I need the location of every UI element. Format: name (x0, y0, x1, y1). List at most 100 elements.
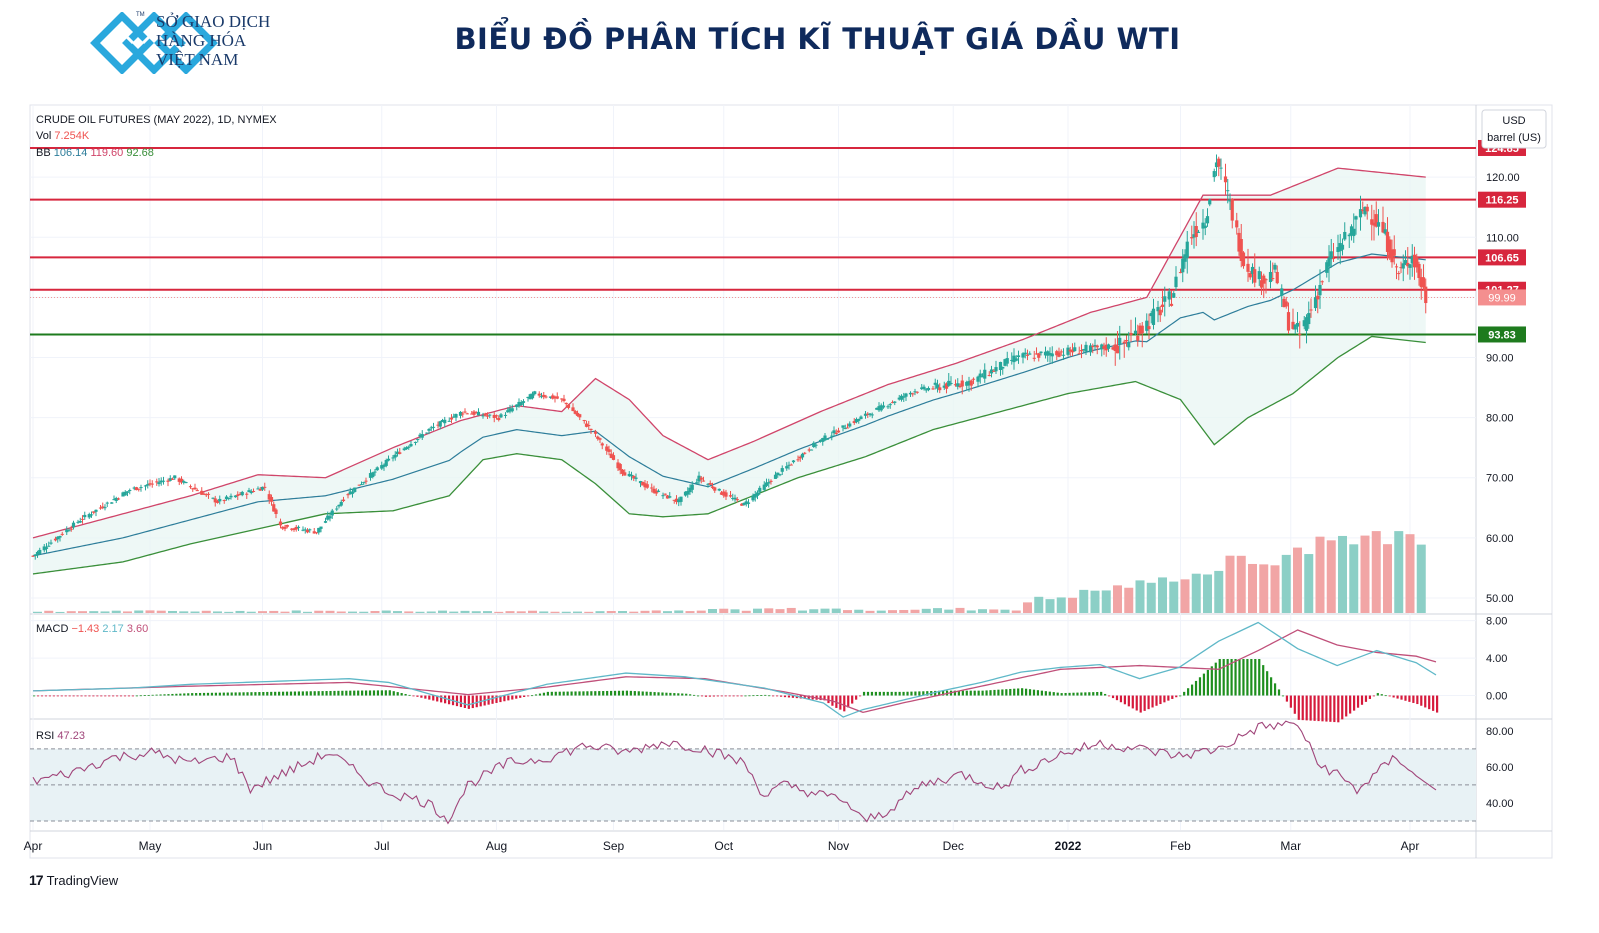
candle-body (548, 396, 553, 398)
volume-bar (1101, 590, 1111, 613)
candle-body (416, 438, 420, 440)
candle-body (308, 529, 312, 531)
macd-histogram-bar (803, 695, 806, 699)
candle-body (359, 484, 364, 486)
candle-body (751, 495, 755, 501)
macd-histogram-bar (1293, 695, 1296, 714)
macd-histogram-bar (289, 691, 293, 696)
candle-body (859, 416, 863, 420)
candle-body (931, 388, 935, 390)
volume-bar (179, 611, 189, 613)
candle-body (1417, 263, 1421, 279)
volume-bar (145, 610, 155, 613)
macd-histogram-bar (301, 691, 304, 696)
time-tick-label: May (139, 839, 162, 853)
candle-body (33, 554, 37, 556)
candle-body (998, 361, 1003, 371)
volume-bar (685, 611, 695, 613)
candle-body (146, 484, 150, 486)
candle-body (834, 432, 838, 434)
macd-histogram-bar (965, 690, 968, 696)
candle-body (1253, 269, 1257, 283)
macd-histogram-bar (222, 692, 225, 696)
candle-body (483, 413, 487, 416)
candle-body (596, 436, 600, 439)
macd-histogram-bar (329, 690, 332, 696)
macd-histogram-bar (934, 690, 937, 696)
macd-histogram-bar (258, 692, 261, 696)
candle-body (1084, 344, 1088, 352)
candle-body (821, 438, 825, 442)
bollinger-lower-line (32, 335, 1426, 575)
macd-histogram-bar (210, 692, 214, 696)
macd-histogram-bar (333, 690, 336, 696)
tradingview-brand[interactable]: 17 TradingView (29, 872, 118, 888)
volume-bar (876, 610, 886, 613)
macd-histogram-bar (1107, 695, 1111, 697)
macd-histogram-bar (1187, 688, 1190, 696)
candle-body (519, 401, 523, 405)
candle-body (1185, 241, 1189, 258)
macd-histogram-bar (819, 695, 822, 701)
macd-histogram-bar (127, 695, 131, 697)
macd-histogram-bar (629, 690, 632, 696)
candle-body (1048, 353, 1052, 355)
macd-histogram-bar (843, 695, 846, 712)
volume-bar (820, 608, 830, 613)
candle-body (544, 396, 548, 398)
candle-body (1068, 349, 1072, 352)
level-tag-label: 93.83 (1488, 329, 1516, 341)
candle-body (1230, 199, 1234, 221)
candle-body (1280, 288, 1284, 296)
macd-histogram-bar (325, 691, 328, 696)
macd-histogram-bar (1281, 695, 1285, 697)
candle-body (1208, 199, 1212, 205)
macd-histogram-bar (475, 695, 478, 708)
candle-body (132, 487, 136, 489)
candle-body (258, 488, 262, 491)
level-tag (1478, 191, 1526, 208)
candle-body (1043, 351, 1048, 356)
macd-histogram-bar (1076, 692, 1079, 696)
macd-histogram-bar (230, 692, 233, 696)
macd-histogram-bar (562, 691, 565, 696)
candle-body (227, 497, 231, 499)
macd-histogram-bar (1364, 695, 1368, 702)
symbol-label: CRUDE OIL FUTURES (MAY 2022), 1D, NYMEX (36, 114, 277, 126)
macd-histogram-bar (926, 691, 929, 696)
time-tick-label: Jun (253, 839, 272, 853)
candle-body (1181, 258, 1185, 273)
macd-histogram-bar (1155, 695, 1158, 706)
candle-body (213, 498, 217, 503)
macd-histogram-bar (787, 695, 791, 698)
macd-histogram-bar (1171, 695, 1174, 699)
level-tag-label: 106.65 (1485, 252, 1519, 264)
volume-bar (1225, 555, 1235, 613)
macd-histogram-bar (1376, 693, 1379, 696)
candle-body (542, 394, 546, 397)
candle-body (236, 494, 240, 496)
macd-histogram-bar (297, 691, 300, 696)
candle-body (706, 483, 710, 485)
rsi-value: 47.23 (57, 730, 85, 742)
candle-body (778, 474, 782, 476)
volume-legend: Vol 7.254K (36, 130, 90, 142)
macd-histogram-bar (293, 691, 297, 696)
candle-body (618, 464, 622, 471)
candle-body (123, 491, 127, 496)
candle-body (517, 401, 521, 406)
candle-body (245, 493, 249, 495)
macd-histogram-bar (866, 691, 870, 696)
candle-body (686, 491, 690, 495)
candle-body (1145, 320, 1149, 331)
macd-histogram-bar (1013, 688, 1016, 696)
macd-histogram-bar (1068, 692, 1071, 696)
candle-body (1219, 167, 1223, 169)
volume-bar (606, 611, 616, 613)
macd-histogram-bar (590, 691, 593, 696)
macd-histogram-bar (744, 695, 747, 697)
macd-histogram-bar (657, 692, 660, 696)
macd-histogram-bar (938, 690, 941, 696)
macd-histogram-bar (424, 695, 427, 699)
